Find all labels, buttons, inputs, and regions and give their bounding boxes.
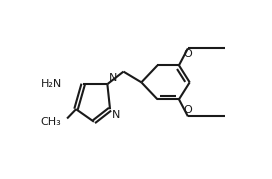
Text: H₂N: H₂N bbox=[41, 79, 63, 89]
Text: O: O bbox=[184, 105, 192, 115]
Text: N: N bbox=[109, 73, 117, 83]
Text: CH₃: CH₃ bbox=[40, 117, 61, 127]
Text: O: O bbox=[184, 49, 192, 59]
Text: N: N bbox=[112, 110, 120, 120]
